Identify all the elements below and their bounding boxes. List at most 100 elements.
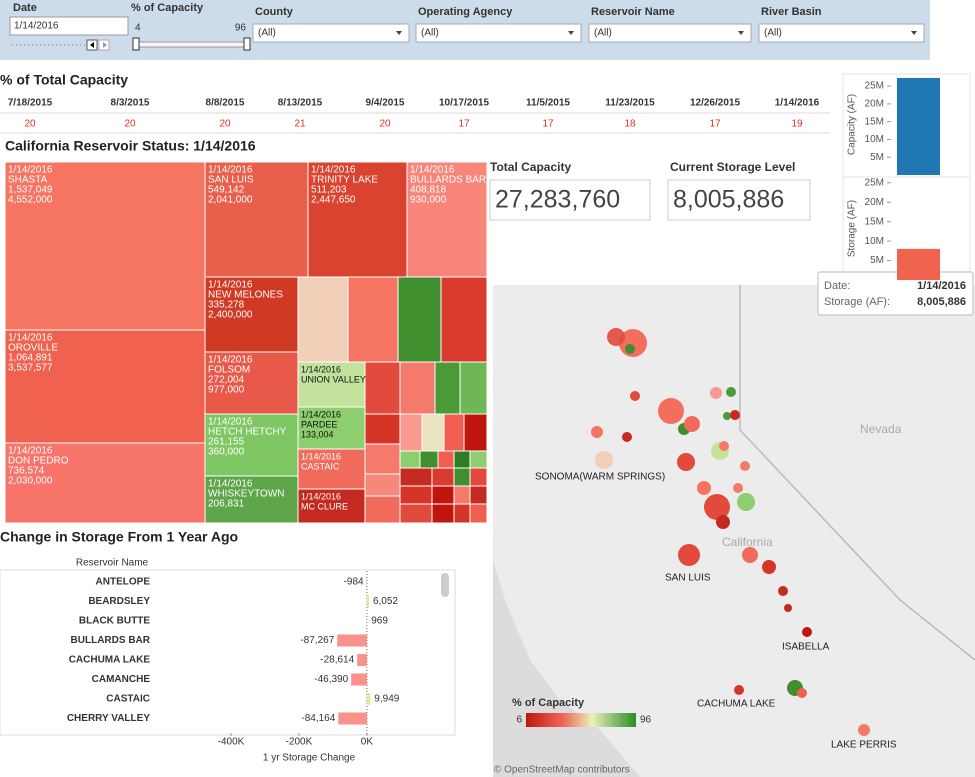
value-label: -87,267 [300,635,334,646]
tile-name: OROVILLE [8,343,58,354]
tile[interactable] [419,450,439,469]
bar[interactable] [357,654,367,666]
tile[interactable] [469,467,488,487]
tile[interactable] [399,467,433,487]
tile-storage: 549,142 [208,185,245,196]
bar[interactable] [897,248,940,280]
dropdown[interactable] [415,23,582,43]
point[interactable] [658,398,684,424]
bar[interactable] [366,595,369,608]
point[interactable] [595,451,613,469]
tile[interactable] [399,485,433,505]
tile[interactable] [204,413,299,477]
tile[interactable] [453,467,471,487]
tile[interactable] [453,485,471,505]
bar[interactable] [366,693,371,705]
category-label: CASTAIC [106,694,150,705]
slider-handle[interactable] [243,37,251,51]
tile[interactable] [364,495,401,524]
slider-handle[interactable] [132,37,140,51]
tile[interactable] [364,443,401,475]
tile-name: FOLSOM [208,365,250,376]
tile[interactable] [364,413,401,445]
point[interactable] [742,547,758,563]
tile[interactable] [4,329,206,444]
point[interactable] [784,604,792,612]
point[interactable] [677,453,695,471]
bar[interactable] [897,77,940,175]
point[interactable] [697,481,711,495]
tile[interactable] [453,503,471,524]
tile[interactable] [469,485,488,505]
point[interactable] [719,441,729,451]
tile[interactable] [463,413,488,452]
tile[interactable] [297,276,349,363]
tile[interactable] [431,485,455,505]
tile[interactable] [204,276,299,353]
point[interactable] [630,391,640,401]
tile[interactable] [399,503,433,524]
tile[interactable] [406,161,488,278]
point[interactable] [716,515,730,529]
capacity-slider[interactable] [135,41,249,48]
tile[interactable] [421,413,445,452]
scrollbar[interactable] [441,573,449,597]
point[interactable] [858,724,870,736]
point[interactable] [778,586,788,596]
point[interactable] [734,685,744,695]
tile[interactable] [443,413,465,452]
tile[interactable] [347,276,399,363]
tile[interactable] [399,450,421,469]
tile[interactable] [434,361,461,415]
y-tick-label: 15M [865,216,884,227]
tile[interactable] [4,442,206,524]
dropdown[interactable] [252,23,410,43]
bar[interactable] [337,634,367,647]
tile[interactable] [469,503,488,524]
point[interactable] [802,627,812,637]
point[interactable] [733,483,743,493]
point[interactable] [678,544,700,566]
point[interactable] [625,344,635,354]
bar[interactable] [351,673,367,686]
tile[interactable] [204,351,299,415]
tile[interactable] [399,361,436,415]
point[interactable] [591,426,603,438]
point[interactable] [704,494,730,520]
point[interactable] [740,461,750,471]
tile[interactable] [399,413,423,452]
map-label: ISABELLA [782,642,830,653]
date-input[interactable] [9,16,129,36]
tile[interactable] [4,161,206,331]
tile[interactable] [440,276,488,363]
tile[interactable] [431,503,455,524]
tile[interactable] [453,450,471,469]
point[interactable] [684,416,700,432]
tile[interactable] [397,276,442,363]
bar[interactable] [338,712,367,725]
tile[interactable] [431,467,455,487]
dropdown[interactable] [588,23,752,43]
category-label: ANTELOPE [96,577,151,588]
dropdown[interactable] [758,23,925,43]
tile[interactable] [297,488,366,524]
point[interactable] [710,387,722,399]
point[interactable] [726,387,736,397]
tile[interactable] [364,361,401,415]
point[interactable] [607,328,625,346]
point[interactable] [797,688,807,698]
point[interactable] [730,410,740,420]
tile[interactable] [364,473,401,497]
y-tick-label: 20M [865,99,884,110]
point[interactable] [762,560,776,574]
point[interactable] [723,412,731,420]
tile[interactable] [437,450,455,469]
y-axis-label: Capacity (AF) [847,94,858,155]
x-tick-label: -400K [218,737,245,748]
value-label: 969 [371,616,388,627]
tile[interactable] [459,361,488,415]
tile[interactable] [469,450,488,469]
tile[interactable] [307,161,408,278]
point[interactable] [622,432,632,442]
point[interactable] [737,493,755,511]
